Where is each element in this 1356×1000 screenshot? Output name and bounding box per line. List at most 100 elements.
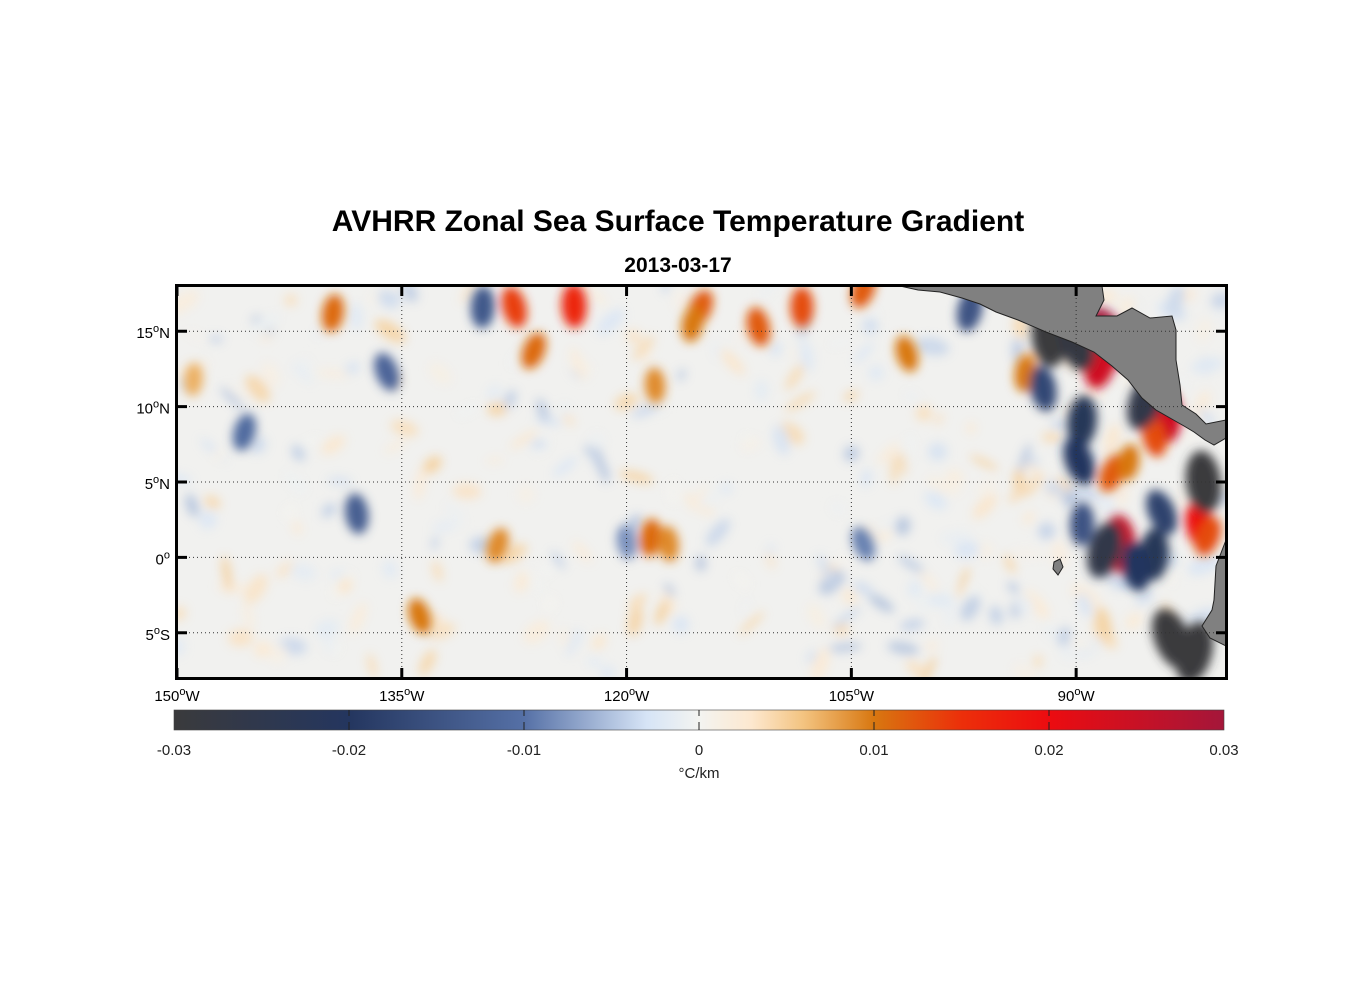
south-america-land [1201,539,1226,647]
texture-blob [524,565,544,595]
texture-blob [291,444,306,462]
texture-blob [672,615,690,634]
texture-blob [422,455,442,474]
texture-blob [244,574,268,604]
graticule [177,286,1226,678]
longitude-labels: 150oW 135oW 120oW 105oW 90oW [154,686,1095,705]
texture-blob [269,645,288,665]
texture-blob [487,402,507,416]
chart-title: AVHRR Zonal Sea Surface Temperature Grad… [331,205,1025,238]
texture-blob [377,289,401,309]
texture-blob [832,606,862,628]
texture-blob [204,495,221,510]
texture-blob [1027,455,1039,467]
texture-blob [972,493,998,520]
texture-blob [1003,553,1016,574]
texture-blob [695,555,707,572]
texture-blob [228,384,249,402]
texture-blob [208,335,224,343]
texture-blob [374,319,406,343]
lat-tick-label: 15oN [136,323,170,342]
texture-blob [245,374,271,403]
texture-blob [1135,590,1154,605]
texture-blob [614,393,639,410]
gradient-feature [486,527,509,563]
texture-blob [975,478,999,496]
texture-blob [432,560,443,582]
texture-blob [1013,467,1025,495]
texture-blob [509,429,538,449]
texture-blob [551,550,565,570]
colorbar-tick-label: 0.03 [1209,742,1238,759]
texture-blob [1209,312,1226,319]
texture-blob [591,633,607,651]
texture-blob [1042,624,1059,640]
texture-blob [739,611,765,636]
chart-subtitle: 2013-03-17 [624,254,732,277]
texture-blob [1198,408,1216,427]
gradient-feature [1175,621,1214,678]
texture-blob [899,451,907,476]
texture-blob [596,451,609,484]
texture-blob [757,286,782,301]
texture-blob [895,516,911,536]
texture-blob [418,649,437,676]
gradient-feature [232,413,257,451]
texture-blob [807,603,825,629]
colorbar-tick-label: 0.01 [859,742,888,759]
texture-blob [199,510,217,529]
texture-blob [1191,357,1224,373]
texture-blob [1057,626,1072,647]
land-mass [899,286,1226,647]
texture-blob [1063,638,1097,650]
gradient-feature [1087,521,1123,578]
texture-blob [989,605,1004,625]
gradient-feature [1029,365,1057,412]
texture-blob [338,578,353,594]
gradient-feature [1067,395,1097,448]
gradient-feature [658,525,679,562]
lon-tick-label: 135oW [379,686,425,705]
texture-blob [854,341,874,364]
texture-blob [284,294,298,307]
texture-blob [914,337,950,356]
texture-blob [316,369,351,378]
gradient-feature [1069,502,1095,546]
texture-blob [1125,612,1143,630]
texture-blob [452,483,482,499]
colorbar-unit-label: °C/km [679,765,720,782]
texture-blob [588,432,606,449]
texture-blob [827,337,854,348]
texture-blob [580,286,608,306]
texture-blob [868,365,884,381]
texture-blob [664,583,675,597]
texture-blob [926,476,953,496]
galapagos-island [1052,558,1064,576]
texture-blob [228,629,254,647]
gradient-feature [1063,436,1095,485]
texture-blob [321,503,337,518]
colorbar-ticks: -0.03 -0.02 -0.01 0 0.01 0.02 0.03 [157,710,1239,759]
texture-blob [772,424,790,456]
texture-blob [1115,485,1130,508]
gradient-feature [561,286,587,328]
map-area [177,286,1226,678]
texture-blob [903,390,921,405]
texture-blob [1020,458,1046,480]
texture-blob [1008,491,1022,503]
texture-blob [1104,424,1121,455]
gradient-feature [470,286,495,329]
texture-blob [654,599,670,626]
texture-blob [530,439,548,450]
texture-blob [1187,554,1221,576]
gradient-feature [850,286,876,308]
texture-blob [428,362,452,385]
texture-blob [785,391,816,412]
colorbar-tick-label: 0.02 [1034,742,1063,759]
gradient-feature [1194,516,1222,556]
texture-blob [811,647,830,678]
texture-blob [445,502,464,527]
gradient-feature [344,493,369,534]
gradient-feature [1146,489,1178,535]
texture-blob [569,347,587,381]
